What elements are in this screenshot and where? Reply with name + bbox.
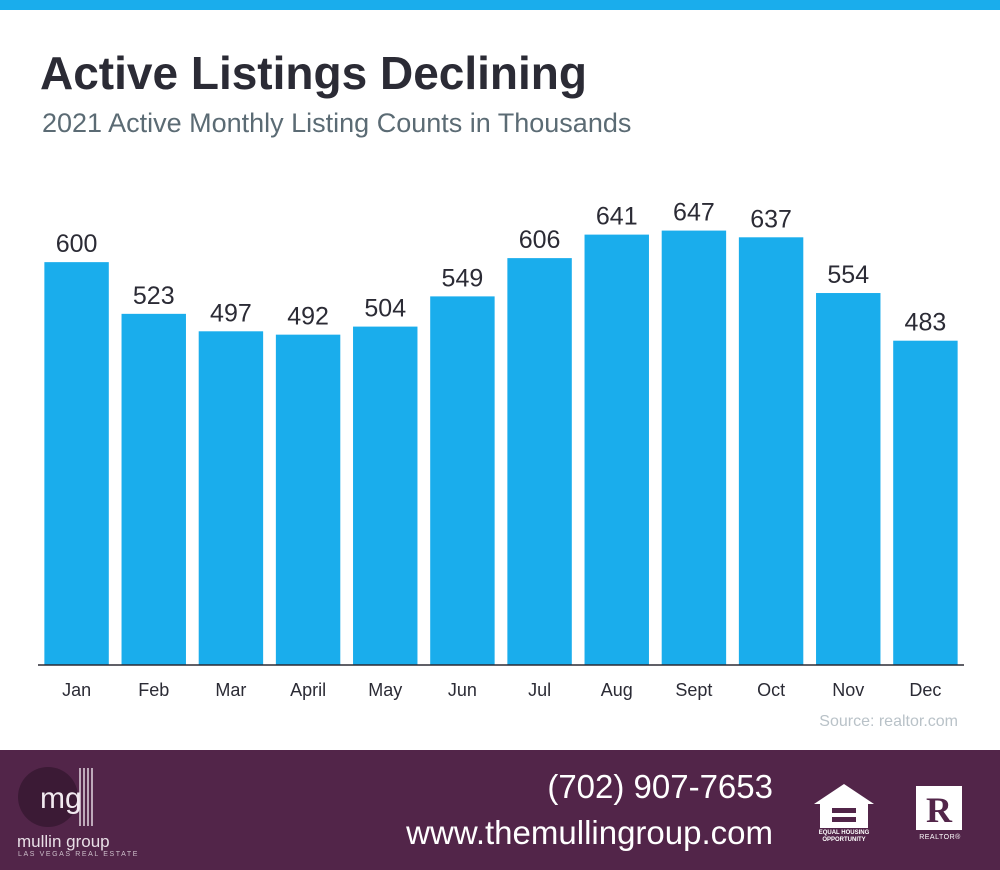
top-accent-stripe — [0, 0, 1000, 10]
phone-number[interactable]: (702) 907-7653 — [547, 768, 773, 805]
bar-oct — [738, 237, 804, 666]
value-label-sept: 647 — [673, 199, 715, 227]
logo-name: mullin group — [17, 832, 110, 851]
realtor-mark: R — [926, 790, 953, 830]
bar-april — [275, 334, 341, 665]
tick-label-jan: Jan — [62, 680, 91, 700]
tick-label-jul: Jul — [528, 680, 551, 700]
realtor-label: REALTOR® — [919, 834, 961, 841]
bar-sept — [661, 230, 727, 665]
value-label-jul: 606 — [519, 226, 561, 254]
equal-housing-icon — [814, 784, 874, 828]
value-label-nov: 554 — [827, 261, 869, 289]
tick-label-dec: Dec — [909, 680, 941, 700]
tick-label-nov: Nov — [832, 680, 864, 700]
website-link[interactable]: www.themullingroup.com — [406, 814, 773, 851]
source-note: Source: realtor.com — [819, 713, 958, 730]
bar-may — [353, 326, 418, 665]
bar-feb — [121, 313, 186, 665]
value-label-jan: 600 — [56, 230, 98, 258]
tick-label-jun: Jun — [448, 680, 477, 700]
mullin-group-logo-icon: mg — [18, 767, 93, 827]
tick-label-oct: Oct — [757, 680, 785, 700]
footer-bar: mg mullin group LAS VEGAS REAL ESTATE (7… — [0, 750, 1000, 870]
chart-title: Active Listings Declining — [40, 47, 587, 99]
value-label-mar: 497 — [210, 299, 252, 327]
bar-chart: 600 Jan 523 Feb 497 Mar 492 April 504 May 549 Jun 60… — [38, 199, 964, 700]
tick-label-mar: Mar — [215, 680, 246, 700]
bar-nov — [816, 293, 881, 665]
value-label-aug: 641 — [596, 203, 638, 231]
value-label-oct: 637 — [750, 205, 792, 233]
value-label-april: 492 — [287, 303, 329, 331]
bar-aug — [584, 234, 649, 665]
chart-subtitle: 2021 Active Monthly Listing Counts in Th… — [42, 108, 632, 138]
bars-group: 600 Jan 523 Feb 497 Mar 492 April 504 May 549 Jun 60… — [44, 199, 958, 700]
bar-mar — [198, 331, 264, 665]
logo-monogram: mg — [40, 782, 82, 815]
tick-label-sept: Sept — [675, 680, 712, 700]
bar-jan — [44, 262, 109, 665]
value-label-may: 504 — [364, 295, 406, 323]
tick-label-april: April — [290, 680, 326, 700]
value-label-dec: 483 — [905, 309, 947, 337]
tick-label-aug: Aug — [601, 680, 633, 700]
value-label-feb: 523 — [133, 282, 175, 310]
tick-label-feb: Feb — [138, 680, 169, 700]
bar-dec — [893, 340, 958, 665]
realtor-icon: R — [916, 786, 962, 830]
logo-tagline: LAS VEGAS REAL ESTATE — [18, 851, 140, 858]
value-label-jun: 549 — [442, 264, 484, 292]
bar-jul — [507, 258, 572, 665]
equal-housing-label: EQUAL HOUSING OPPORTUNITY — [818, 830, 870, 843]
bar-jun — [430, 296, 495, 665]
tick-label-may: May — [368, 680, 402, 700]
